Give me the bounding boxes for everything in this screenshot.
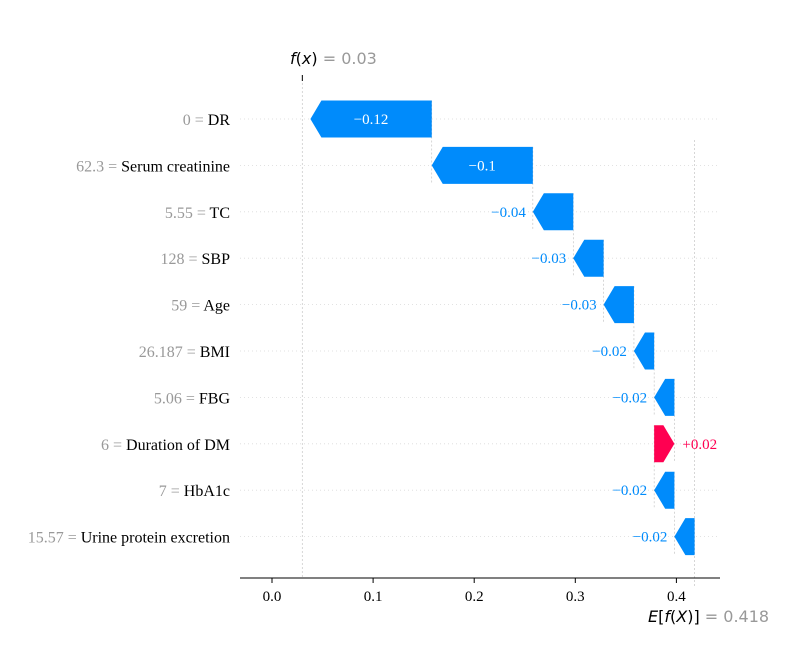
feature-value: 26.187 =	[139, 344, 200, 361]
feature-name: Age	[203, 298, 230, 315]
shap-value-label: −0.03	[562, 298, 597, 314]
feature-name: BMI	[200, 344, 230, 361]
shap-bar	[633, 332, 655, 370]
feature-label: 5.06 = FBG	[154, 390, 231, 407]
feature-value: 7 =	[159, 483, 184, 500]
x-tick-label: 0.0	[263, 589, 282, 605]
feature-value: 5.06 =	[154, 390, 199, 407]
feature-name: Duration of DM	[126, 437, 230, 454]
x-tick-label: 0.3	[566, 589, 585, 605]
feature-name: TC	[210, 205, 230, 222]
shap-bar	[603, 286, 634, 324]
feature-value: 128 =	[161, 251, 202, 268]
feature-label: 6 = Duration of DM	[101, 437, 230, 454]
feature-label: 59 = Age	[171, 298, 230, 315]
shap-bar	[674, 518, 695, 556]
feature-value: 6 =	[101, 437, 126, 454]
feature-name: DR	[208, 112, 231, 129]
x-tick-label: 0.4	[667, 589, 686, 605]
shap-bar	[532, 193, 574, 231]
feature-label: 26.187 = BMI	[139, 344, 230, 361]
shap-bar	[310, 100, 432, 138]
feature-value: 62.3 =	[76, 158, 121, 175]
shap-value-label: +0.02	[682, 437, 717, 453]
feature-label: 7 = HbA1c	[159, 483, 230, 500]
feature-label: 62.3 = Serum creatinine	[76, 158, 230, 175]
feature-name: Serum creatinine	[121, 158, 230, 175]
feature-label: 0 = DR	[183, 112, 231, 129]
shap-bar	[654, 378, 675, 416]
fx-label: f(x) = 0.03	[290, 49, 377, 68]
feature-value: 59 =	[171, 298, 203, 315]
feature-name: SBP	[202, 251, 231, 268]
bar-layer	[310, 100, 695, 556]
shap-value-label: −0.1	[469, 158, 496, 174]
shap-value-label: −0.02	[592, 344, 627, 360]
feature-label: 128 = SBP	[161, 251, 231, 268]
feature-value: 0 =	[183, 112, 208, 129]
shap-value-label: −0.02	[633, 530, 668, 546]
label-layer: −0.12 0 = DR −0.1 62.3 = Serum creatinine −0…	[28, 112, 717, 547]
shap-value-label: −0.02	[612, 390, 647, 406]
feature-label: 15.57 = Urine protein excretion	[28, 530, 230, 547]
feature-value: 5.55 =	[165, 205, 210, 222]
shap-value-label: −0.04	[491, 205, 526, 221]
feature-label: 5.55 = TC	[165, 205, 230, 222]
expected-value-label: E[f(X)] = 0.418	[648, 607, 769, 626]
shap-value-label: −0.12	[354, 112, 389, 128]
feature-name: HbA1c	[184, 483, 230, 500]
x-tick-label: 0.1	[364, 589, 383, 605]
shap-value-label: −0.03	[532, 251, 567, 267]
x-axis: 0.0 0.1 0.2 0.3 0.4	[240, 577, 720, 605]
shap-value-label: −0.02	[612, 483, 647, 499]
x-tick-label: 0.2	[465, 589, 484, 605]
feature-value: 15.57 =	[28, 530, 81, 547]
shap-bar	[654, 471, 675, 509]
feature-name: FBG	[199, 390, 231, 407]
shap-bar	[654, 425, 675, 463]
shap-bar	[431, 146, 533, 184]
shap-bar	[573, 239, 604, 277]
feature-name: Urine protein excretion	[81, 530, 230, 547]
